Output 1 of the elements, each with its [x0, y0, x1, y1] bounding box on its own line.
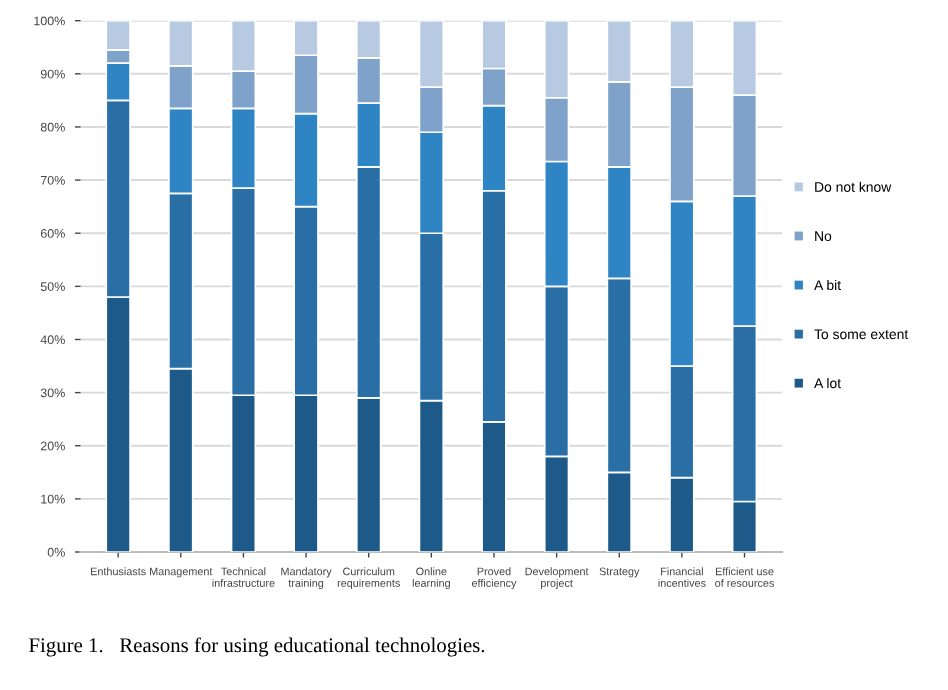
caption: Figure 1. Reasons for using educational technologies. [29, 637, 485, 657]
